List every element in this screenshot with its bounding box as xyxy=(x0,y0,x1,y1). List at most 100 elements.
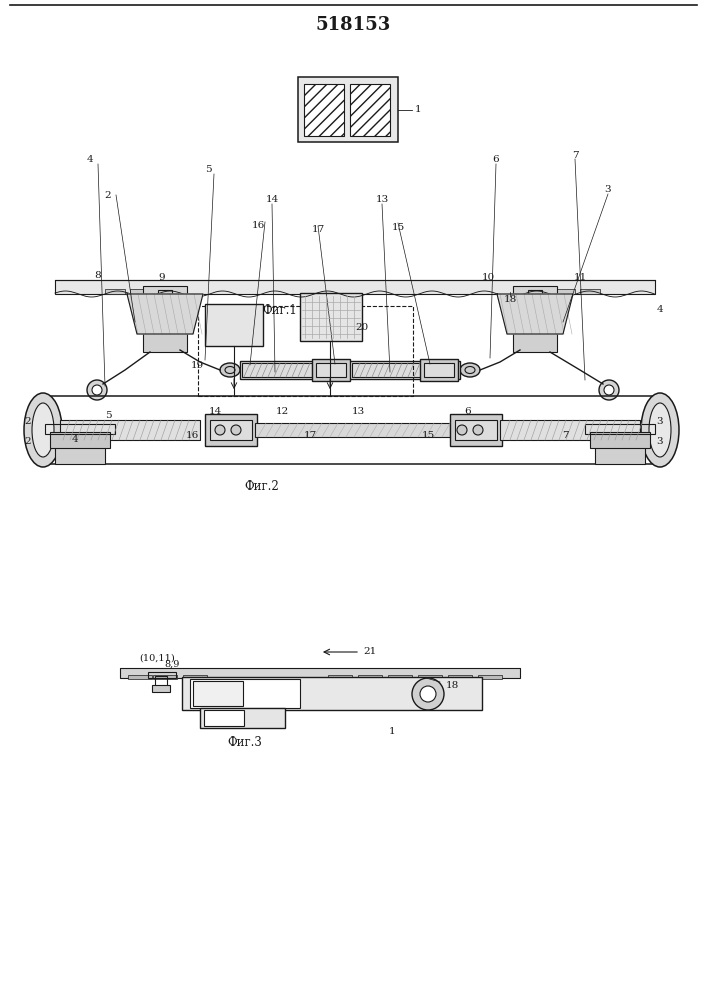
Bar xyxy=(455,420,497,440)
Text: 3: 3 xyxy=(604,186,612,194)
Text: 19: 19 xyxy=(190,361,204,370)
Bar xyxy=(143,332,187,352)
Text: 16: 16 xyxy=(185,430,199,440)
Bar xyxy=(580,289,600,294)
Text: 4: 4 xyxy=(71,436,78,444)
Bar xyxy=(155,676,167,686)
Text: (10,11): (10,11) xyxy=(139,654,175,662)
Bar xyxy=(45,396,658,464)
Ellipse shape xyxy=(220,363,240,377)
Bar xyxy=(513,332,557,352)
Text: 21: 21 xyxy=(363,648,377,656)
Text: 18: 18 xyxy=(445,682,459,690)
Text: 11: 11 xyxy=(573,273,587,282)
Text: 1: 1 xyxy=(415,105,421,114)
Text: 7: 7 xyxy=(572,150,578,159)
Bar xyxy=(242,363,312,377)
Circle shape xyxy=(473,425,483,435)
Circle shape xyxy=(87,380,107,400)
Ellipse shape xyxy=(641,393,679,467)
Bar xyxy=(128,675,152,679)
Text: 9: 9 xyxy=(158,273,165,282)
Text: 3: 3 xyxy=(657,438,663,446)
Bar xyxy=(448,675,472,679)
Bar xyxy=(190,679,300,708)
Text: 7: 7 xyxy=(561,430,568,440)
Bar xyxy=(521,304,549,314)
Bar xyxy=(130,289,150,294)
Text: 2: 2 xyxy=(25,418,31,426)
Bar xyxy=(500,420,640,440)
Bar xyxy=(300,293,362,341)
Bar xyxy=(45,424,115,434)
Text: 2: 2 xyxy=(25,438,31,446)
Text: 518153: 518153 xyxy=(315,16,391,34)
Circle shape xyxy=(92,385,102,395)
Bar xyxy=(535,289,555,294)
Bar xyxy=(182,677,482,710)
Polygon shape xyxy=(497,294,573,334)
Ellipse shape xyxy=(24,393,62,467)
Circle shape xyxy=(412,678,444,710)
Bar xyxy=(328,675,352,679)
Text: 2: 2 xyxy=(105,190,111,200)
Bar xyxy=(55,444,105,464)
Bar xyxy=(350,84,390,136)
Bar xyxy=(148,672,176,678)
Bar xyxy=(205,304,263,346)
Text: 15: 15 xyxy=(421,430,435,440)
Bar xyxy=(418,675,442,679)
Text: 3: 3 xyxy=(657,418,663,426)
Circle shape xyxy=(457,425,467,435)
Bar xyxy=(120,668,520,678)
Bar xyxy=(450,414,502,446)
Circle shape xyxy=(604,385,614,395)
Bar xyxy=(555,289,575,294)
Bar xyxy=(50,432,110,448)
Bar xyxy=(143,286,187,294)
Bar xyxy=(204,710,244,726)
Bar xyxy=(304,84,344,136)
Text: 8,9: 8,9 xyxy=(164,660,180,668)
Text: Фиг.1: Фиг.1 xyxy=(262,304,298,316)
Text: 17: 17 xyxy=(311,226,325,234)
Ellipse shape xyxy=(460,363,480,377)
Bar xyxy=(205,414,257,446)
Text: 14: 14 xyxy=(209,408,221,416)
Text: 4: 4 xyxy=(87,155,93,164)
Text: 10: 10 xyxy=(481,273,495,282)
Bar xyxy=(358,675,382,679)
Circle shape xyxy=(599,380,619,400)
Text: 17: 17 xyxy=(303,430,317,440)
Circle shape xyxy=(231,425,241,435)
Text: 14: 14 xyxy=(265,196,279,205)
Ellipse shape xyxy=(32,403,54,457)
Bar xyxy=(595,444,645,464)
Bar xyxy=(420,359,458,381)
Bar xyxy=(183,675,207,679)
Bar xyxy=(150,289,170,294)
Text: 6: 6 xyxy=(464,408,472,416)
Bar xyxy=(55,280,655,294)
Text: 1: 1 xyxy=(389,726,395,736)
Bar xyxy=(240,361,460,379)
Bar xyxy=(198,306,413,396)
Bar xyxy=(151,304,179,314)
Text: 5: 5 xyxy=(105,412,111,420)
Bar xyxy=(352,363,422,377)
Text: 8: 8 xyxy=(95,271,101,280)
Text: Фиг.2: Фиг.2 xyxy=(245,480,279,492)
Polygon shape xyxy=(127,294,203,334)
Ellipse shape xyxy=(649,403,671,457)
Bar xyxy=(193,681,243,706)
Text: Фиг.3: Фиг.3 xyxy=(228,736,262,748)
Text: 20: 20 xyxy=(356,324,368,332)
Bar xyxy=(478,675,502,679)
Bar xyxy=(210,420,252,440)
Text: 13: 13 xyxy=(375,196,389,205)
Circle shape xyxy=(215,425,225,435)
Bar xyxy=(424,363,454,377)
Text: 15: 15 xyxy=(392,223,404,232)
Text: 4: 4 xyxy=(657,306,663,314)
Text: 18: 18 xyxy=(503,296,517,304)
